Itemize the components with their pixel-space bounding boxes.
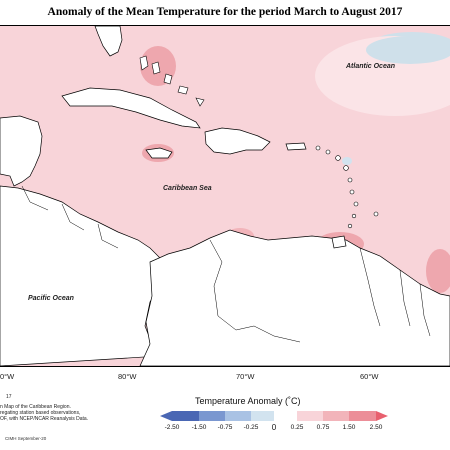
warm-anomaly-patch-guyana <box>426 249 450 293</box>
legend-swatch <box>349 411 376 421</box>
map-title: Anomaly of the Mean Temperature for the … <box>47 6 403 18</box>
footnote-number: 17 <box>6 394 12 400</box>
legend-swatch <box>251 411 274 421</box>
land-central-america <box>0 115 43 187</box>
footnote-line: regating station based observations, <box>0 410 81 416</box>
legend-swatch <box>297 411 323 421</box>
atlantic-ocean-label: Atlantic Ocean <box>346 63 396 70</box>
land-bahamas <box>139 55 205 107</box>
legend-tick: 0 <box>271 423 277 432</box>
legend-tick: 1.50 <box>342 424 356 431</box>
land-lesser-antilles <box>315 145 379 229</box>
land-central-america-2 <box>0 185 163 366</box>
land-florida <box>94 26 123 57</box>
longitude-label: 80°W <box>118 372 137 381</box>
legend-tick: -0.25 <box>243 424 259 431</box>
footnote-line: n Map of the Caribbean Region. <box>0 404 71 410</box>
legend-color-bar <box>160 411 388 421</box>
legend-swatch <box>225 411 251 421</box>
credit-text: CIMH September-20 <box>5 436 47 441</box>
legend-swatch <box>172 411 199 421</box>
land-cuba <box>61 87 201 129</box>
land-hispaniola <box>204 127 271 155</box>
land-trinidad <box>331 235 347 249</box>
footnote-line: OF, with NCEP/NCAR Reanalysis Data. <box>0 416 89 422</box>
land-puerto-rico <box>285 142 307 151</box>
legend-tick: -2.50 <box>164 424 180 431</box>
longitude-label: 70°W <box>236 372 255 381</box>
cool-anomaly-patch-2 <box>366 36 450 64</box>
legend-swatch <box>274 411 297 421</box>
legend-tick: 0.25 <box>290 424 304 431</box>
legend-tick: 0.75 <box>316 424 330 431</box>
anomaly-map: Atlantic Ocean Caribbean Sea Pacific Oce… <box>0 25 450 367</box>
legend-swatch <box>323 411 349 421</box>
pacific-ocean-label: Pacific Ocean <box>28 295 74 302</box>
land-jamaica <box>145 147 173 159</box>
longitude-label: 0°W <box>0 372 15 381</box>
longitude-label: 60°W <box>360 372 379 381</box>
legend-swatch <box>199 411 225 421</box>
legend-tick: -1.50 <box>191 424 207 431</box>
legend-tick: 2.50 <box>369 424 383 431</box>
legend-title: Temperature Anomaly (˚C) <box>195 396 301 406</box>
country-borders <box>21 185 431 343</box>
legend-tick: -0.75 <box>217 424 233 431</box>
caribbean-sea-label: Caribbean Sea <box>163 185 212 192</box>
legend-arrow-right <box>376 411 388 421</box>
legend-arrow-left <box>160 411 172 421</box>
cool-anomaly-small <box>342 157 352 165</box>
